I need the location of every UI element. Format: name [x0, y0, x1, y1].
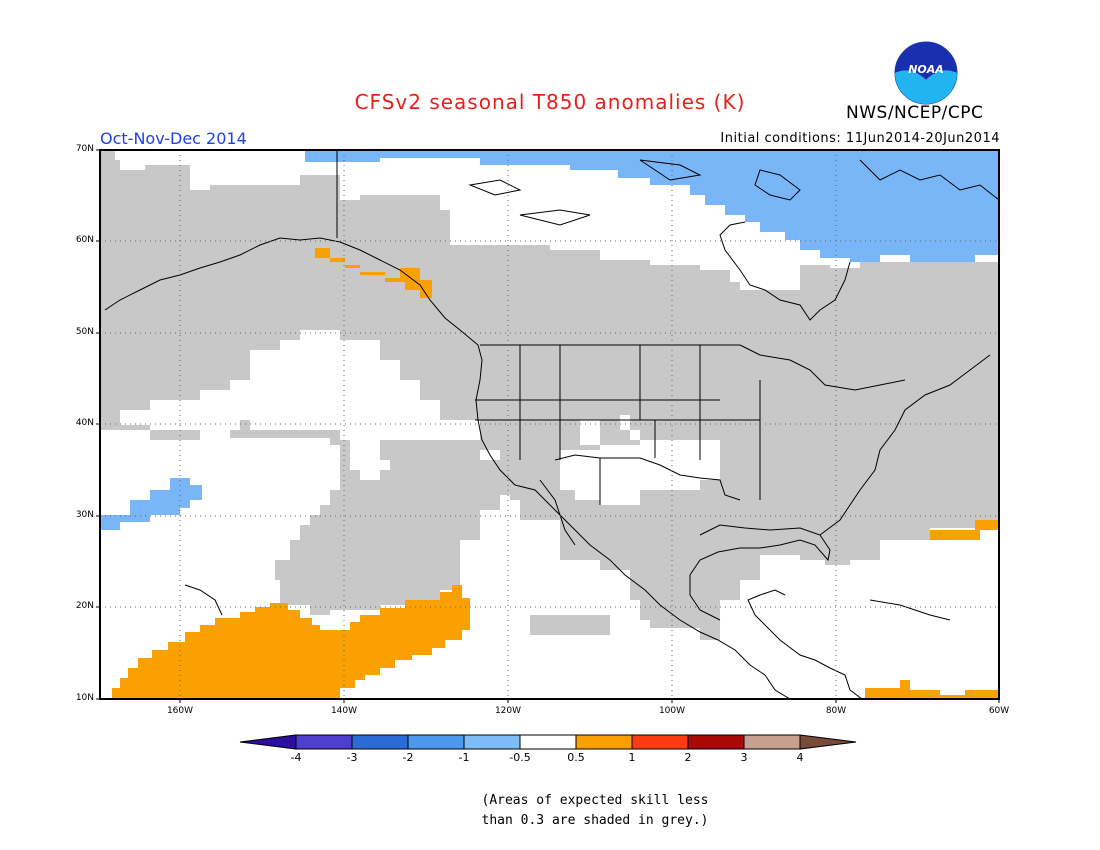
colorbar-tick-label: -0.5	[509, 751, 531, 764]
skill-note-line-1: (Areas of expected skill less	[481, 793, 709, 808]
colorbar-tick-label: 0.5	[567, 751, 585, 764]
colorbar-tick-label: 4	[796, 751, 804, 764]
initial-conditions-label: Initial conditions: 11Jun2014-20Jun2014	[720, 131, 1000, 146]
colorbar-tick-label: -2	[402, 751, 414, 764]
lat-label-40n: 40N	[75, 418, 94, 428]
noaa-logo-text: NOAA	[908, 63, 944, 76]
lat-label-50n: 50N	[75, 327, 94, 337]
skill-note-line-2: than 0.3 are shaded in grey.)	[481, 813, 709, 828]
colorbar-tick-label: -1	[458, 751, 470, 764]
lon-label-60w: 60W	[988, 706, 1010, 716]
noaa-logo: NOAA	[894, 41, 958, 105]
lon-label-140w: 140W	[330, 706, 358, 716]
agency-label: NWS/NCEP/CPC	[846, 103, 984, 123]
colorbar-tick-label: 1	[628, 751, 636, 764]
lat-label-20n: 20N	[75, 601, 94, 611]
colorbar-tick-label: 3	[740, 751, 748, 764]
lon-label-80w: 80W	[825, 706, 847, 716]
negative-anomaly-areas	[100, 150, 999, 530]
lat-label-30n: 30N	[75, 510, 94, 520]
skill-note: (Areas of expected skill less than 0.3 a…	[0, 791, 1100, 831]
lat-label-10n: 10N	[75, 693, 94, 703]
colorbar-tick-label: -4	[290, 751, 302, 764]
coastlines-and-borders	[104, 150, 999, 699]
colorbar-tick-label: 2	[684, 751, 692, 764]
lon-label-100w: 100W	[658, 706, 686, 716]
axis-ticks	[96, 149, 1000, 703]
lon-label-160w: 160W	[166, 706, 194, 716]
chart-title: CFSv2 seasonal T850 anomalies (K)	[354, 90, 746, 114]
lat-label-60n: 60N	[75, 235, 94, 245]
colorbar-tick-label: -3	[346, 751, 358, 764]
season-label: Oct-Nov-Dec 2014	[100, 129, 247, 148]
lon-label-120w: 120W	[494, 706, 522, 716]
lat-label-70n: 70N	[75, 144, 94, 154]
